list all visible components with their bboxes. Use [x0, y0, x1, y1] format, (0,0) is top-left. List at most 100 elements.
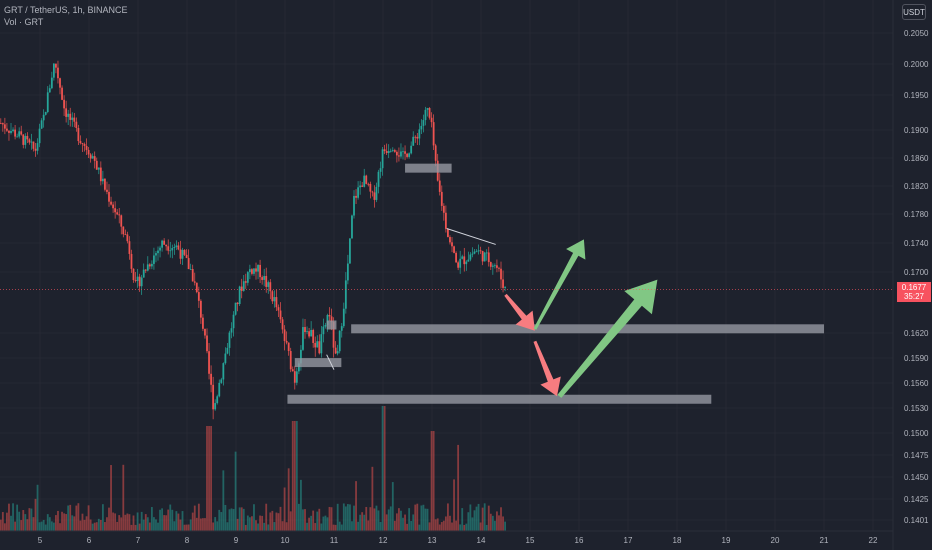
- candle-body: [442, 205, 445, 213]
- volume-bar: [308, 517, 310, 531]
- volume-bar: [238, 507, 241, 531]
- candle-body: [116, 212, 119, 215]
- candle-body: [195, 282, 198, 293]
- volume-bar: [340, 524, 343, 531]
- candle-body: [181, 249, 184, 259]
- volume-bar: [320, 523, 323, 531]
- candle-body: [8, 130, 10, 133]
- volume-bar: [279, 506, 282, 531]
- volume-bar: [191, 512, 194, 531]
- volume-bar: [381, 406, 384, 531]
- volume-legend[interactable]: Vol · GRT: [4, 17, 44, 27]
- candle-body: [238, 286, 241, 305]
- candle-body: [340, 326, 343, 331]
- candle-body: [95, 160, 98, 170]
- candle-body: [187, 258, 190, 270]
- time-tick-label: 12: [379, 536, 388, 545]
- arrow-up-icon[interactable]: [533, 239, 586, 330]
- volume-bar: [244, 524, 247, 531]
- volume-bar: [163, 515, 166, 531]
- candle-body: [477, 250, 480, 252]
- volume-bar: [255, 520, 257, 531]
- volume-bar: [202, 518, 204, 531]
- candle-body: [412, 136, 415, 146]
- volume-bar: [430, 431, 433, 531]
- volume-bar: [426, 508, 429, 531]
- symbol-title[interactable]: GRT / TetherUS, 1h, BINANCE: [4, 5, 128, 15]
- arrow-down-icon[interactable]: [504, 293, 535, 331]
- volume-bar: [493, 520, 496, 531]
- volume-bar: [130, 524, 133, 531]
- volume-bar: [246, 515, 249, 531]
- candle-body: [63, 99, 65, 109]
- volume-bar: [159, 509, 161, 531]
- candlestick-series: [0, 60, 506, 420]
- volume-bar: [240, 507, 243, 531]
- candle-body: [489, 262, 492, 267]
- candle-body: [418, 129, 421, 139]
- volume-bar: [267, 524, 270, 531]
- volume-bar: [377, 510, 380, 531]
- volume-bar: [342, 503, 345, 531]
- candle-body: [473, 251, 476, 254]
- volume-bar: [424, 508, 427, 531]
- volume-bar: [46, 514, 49, 531]
- volume-bar: [404, 514, 406, 531]
- volume-bar: [330, 507, 333, 531]
- candle-body: [267, 282, 270, 287]
- candle-body: [79, 141, 82, 144]
- price-tick-label: 0.1530: [904, 404, 929, 413]
- support-zone[interactable]: [287, 394, 712, 404]
- candle-body: [469, 254, 472, 260]
- arrow-up-icon[interactable]: [557, 279, 658, 398]
- candle-body: [155, 253, 157, 256]
- volume-bar: [302, 509, 304, 531]
- volume-bar: [140, 511, 143, 531]
- trend-line[interactable]: [326, 354, 335, 370]
- support-zone[interactable]: [405, 163, 452, 173]
- volume-bar: [338, 521, 341, 531]
- candle-body: [3, 124, 6, 129]
- volume-bar: [44, 524, 47, 531]
- candle-body: [367, 183, 370, 185]
- candle-body: [242, 281, 245, 291]
- volume-bar: [316, 511, 319, 531]
- candle-body: [16, 136, 19, 138]
- candle-body: [336, 351, 339, 354]
- support-zone[interactable]: [294, 358, 342, 368]
- volume-bar: [124, 514, 127, 531]
- volume-bar: [216, 521, 219, 531]
- time-tick-label: 11: [330, 536, 339, 545]
- support-zone[interactable]: [351, 324, 824, 334]
- candle-body: [240, 286, 243, 291]
- price-axis[interactable]: 0.2050 0.2000 0.1950 0.1900 0.1860 0.1820 0.17…: [904, 29, 929, 525]
- volume-bar: [118, 515, 121, 531]
- volume-bar: [251, 516, 253, 531]
- volume-bar: [281, 521, 284, 531]
- trend-line[interactable]: [446, 228, 496, 245]
- candle-body: [324, 324, 327, 327]
- arrow-down-icon[interactable]: [533, 340, 561, 397]
- candle-body: [496, 265, 498, 268]
- volume-bar: [171, 509, 174, 531]
- volume-bar: [326, 517, 329, 531]
- candle-body: [498, 267, 500, 269]
- volume-bar: [273, 522, 276, 531]
- time-tick-label: 18: [673, 536, 682, 545]
- last-price-label: 0.1677 35:27: [897, 282, 931, 302]
- candle-body: [355, 195, 357, 198]
- candle-body: [210, 373, 212, 385]
- candle-body: [471, 253, 474, 255]
- support-zone[interactable]: [326, 320, 337, 330]
- volume-bar: [224, 504, 227, 531]
- price-tick-label: 0.1450: [904, 473, 929, 482]
- currency-scale-button[interactable]: USDT: [902, 4, 926, 20]
- volume-bar: [210, 426, 212, 531]
- time-axis[interactable]: 5 6 7 8 9 10 11 12 13 14 15 16 17 18 19 20 21 22: [38, 536, 878, 545]
- candle-body: [359, 185, 362, 188]
- candle-body: [283, 329, 286, 341]
- candle-body: [159, 247, 161, 251]
- candle-body: [50, 77, 53, 89]
- candle-body: [212, 384, 215, 410]
